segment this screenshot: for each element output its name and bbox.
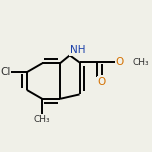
Text: O: O	[97, 77, 105, 87]
Text: Cl: Cl	[0, 67, 11, 77]
Text: O: O	[115, 57, 123, 67]
Text: CH₃: CH₃	[133, 58, 149, 67]
Text: NH: NH	[70, 45, 85, 55]
Text: CH₃: CH₃	[34, 115, 50, 124]
